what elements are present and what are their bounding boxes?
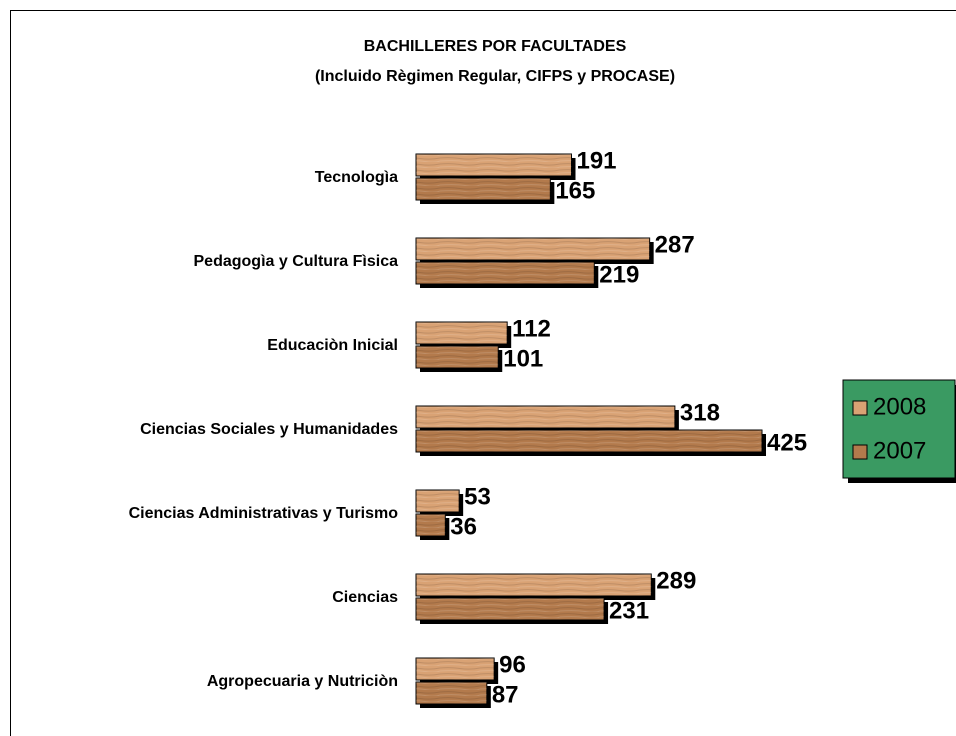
bar-texture [416,262,595,284]
bar-texture [416,322,508,344]
category-label: Educaciòn Inicial [267,337,398,354]
value-label: 87 [492,681,519,708]
bar-texture [416,238,650,260]
value-label: 318 [680,399,720,426]
legend-label: 2008 [873,393,926,420]
category-label: Tecnologìa [314,169,398,186]
chart-subtitle: (Incluido Règimen Regular, CIFPS y PROCA… [315,68,675,85]
value-label: 191 [576,147,616,174]
value-label: 101 [503,345,543,372]
chart-title: BACHILLERES POR FACULTADES [364,38,627,55]
bar-texture [416,406,675,428]
bar-texture [416,574,652,596]
value-label: 289 [656,567,696,594]
category-label: Ciencias Administrativas y Turismo [128,505,398,522]
chart-frame [10,10,956,736]
legend-label: 2007 [873,437,926,464]
legend-swatch [852,444,868,460]
category-label: Pedagogìa y Cultura Fìsica [193,253,399,270]
bar-texture [416,430,762,452]
value-label: 165 [555,177,595,204]
category-label: Ciencias Sociales y Humanidades [140,421,398,438]
bar-texture [416,490,460,512]
legend-swatch [852,400,868,416]
value-label: 425 [767,429,807,456]
bar-texture [416,514,446,536]
bar-texture [416,178,551,200]
value-label: 53 [464,483,491,510]
value-label: 219 [599,261,639,288]
category-label: Ciencias [332,589,398,606]
value-label: 112 [512,315,551,342]
value-label: 231 [609,597,649,624]
bar-texture [416,346,499,368]
bar-texture [416,658,495,680]
legend [842,379,956,479]
value-label: 36 [450,513,477,540]
bar-texture [416,682,487,704]
value-label: 287 [655,231,695,258]
category-label: Agropecuaria y Nutriciòn [206,673,398,690]
value-label: 96 [499,651,526,678]
bar-texture [416,598,605,620]
bar-texture [416,154,572,176]
